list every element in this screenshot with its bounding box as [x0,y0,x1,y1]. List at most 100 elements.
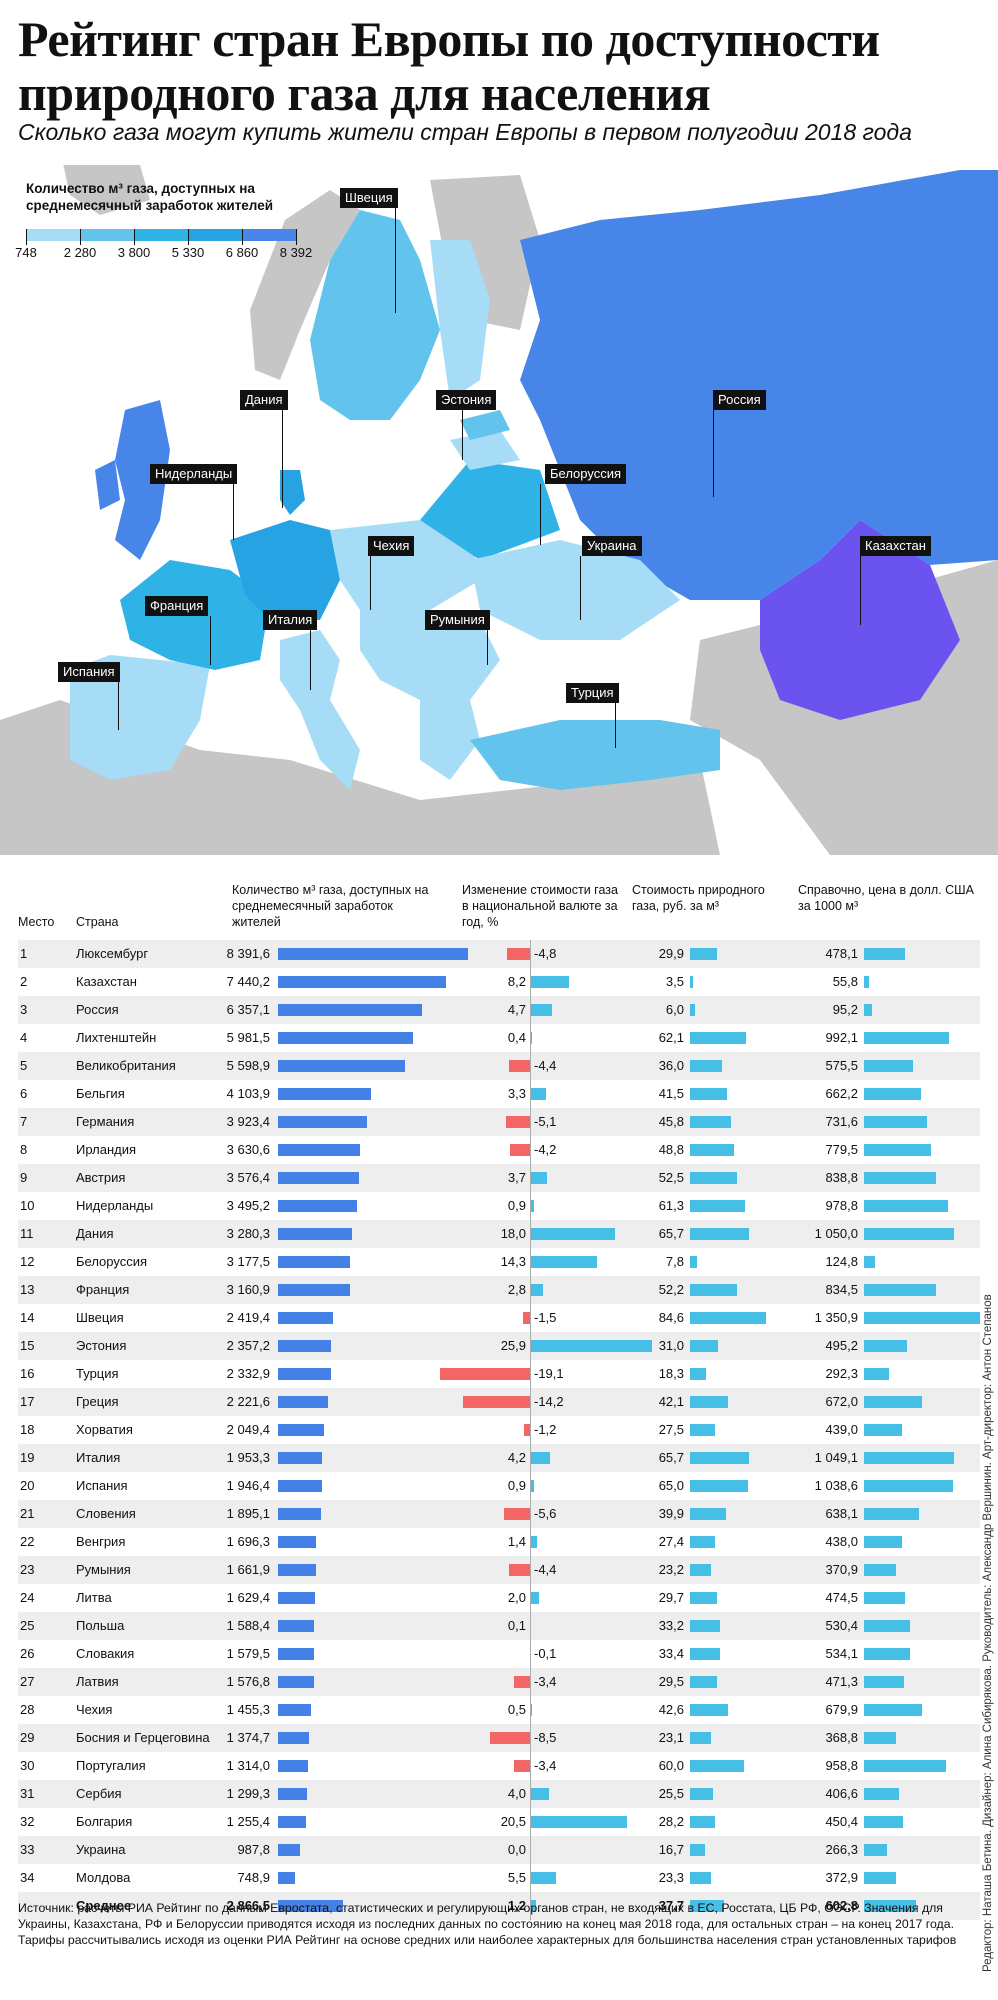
country-cell: Греция [76,1394,119,1409]
price-rub-value: 84,6 [658,1310,684,1325]
price-usd-value: 602,8 [825,1898,858,1913]
price-rub-value: 48,8 [658,1142,684,1157]
place-cell: 34 [20,1870,35,1885]
price-usd-bar [864,1368,890,1380]
change-bar-positive [530,1872,556,1884]
map-label-leader [282,410,283,508]
amount-value: 7 440,2 [226,974,270,989]
table-row: 13 Франция 3 160,9 2,8 52,2 834,5 [18,1276,980,1304]
change-value: 0,1 [507,1618,526,1633]
amount-bar [278,1116,367,1128]
price-rub-value: 60,0 [658,1758,684,1773]
price-rub-value: 33,2 [658,1618,684,1633]
change-bar-positive [530,1900,536,1912]
change-bar-positive [530,1816,627,1828]
map-label-leader [310,630,311,690]
country-cell: Венгрия [76,1534,126,1549]
map-label-leader [713,410,714,497]
price-rub-bar [690,1816,716,1828]
amount-bar [278,1900,343,1912]
price-rub-bar [690,976,694,988]
change-bar-positive [530,1284,544,1296]
change-value: 1,4 [507,1534,526,1549]
price-rub-bar [690,1564,711,1576]
price-rub-bar [690,1760,744,1772]
price-rub-bar [690,1676,717,1688]
price-usd-value: 370,9 [825,1562,858,1577]
price-usd-bar [864,1452,955,1464]
amount-value: 2 221,6 [226,1394,270,1409]
place-cell: 20 [20,1478,35,1493]
change-bar-positive [530,1788,549,1800]
price-usd-value: 406,6 [825,1786,858,1801]
map-label-leader [462,410,463,460]
table-row: 28 Чехия 1 455,3 0,5 42,6 679,9 [18,1696,980,1724]
amount-bar [278,1592,315,1604]
place-cell: 23 [20,1562,35,1577]
amount-bar [278,1284,350,1296]
place-cell: 26 [20,1646,35,1661]
amount-bar [278,1620,314,1632]
header-change: Изменение стоимости газа в национальной … [462,883,618,929]
change-bar-positive [530,1172,548,1184]
map-label: Нидерланды [150,464,238,484]
price-usd-value: 1 350,9 [814,1310,858,1325]
change-bar-positive [530,1088,546,1100]
amount-value: 1 696,3 [226,1534,270,1549]
place-cell: 19 [20,1450,35,1465]
amount-value: 3 495,2 [226,1198,270,1213]
price-rub-bar [690,1228,750,1240]
amount-value: 2 866,5 [226,1898,270,1913]
price-usd-value: 731,6 [825,1114,858,1129]
legend-segment [188,229,242,241]
price-usd-bar [864,1704,923,1716]
legend-segment [242,229,296,241]
country-cell: Португалия [76,1758,146,1773]
map-label: Румыния [425,610,490,630]
amount-bar [278,1816,307,1828]
price-usd-value: 672,0 [825,1394,858,1409]
amount-value: 1 661,9 [226,1562,270,1577]
place-cell: 8 [20,1142,28,1157]
amount-value: 1 588,4 [226,1618,270,1633]
price-usd-bar [864,1872,897,1884]
country-cell: Турция [76,1366,119,1381]
amount-bar [278,1200,358,1212]
price-rub-value: 3,5 [665,974,684,989]
price-rub-value: 45,8 [658,1114,684,1129]
price-rub-bar [690,1536,715,1548]
amount-bar [278,1872,295,1884]
map-label: Россия [713,390,766,410]
price-rub-bar [690,1060,723,1072]
amount-bar [278,1732,310,1744]
price-usd-bar [864,1536,902,1548]
table-row: 19 Италия 1 953,3 4,2 65,7 1 049,1 [18,1444,980,1472]
change-value: 4,7 [507,1002,526,1017]
place-cell: 27 [20,1674,35,1689]
price-usd-value: 95,2 [832,1002,858,1017]
country-cell: Украина [76,1842,126,1857]
price-rub-value: 65,0 [658,1478,684,1493]
price-usd-bar [864,1144,931,1156]
price-rub-value: 36,0 [658,1058,684,1073]
table-row: 30 Португалия 1 314,0 -3,4 60,0 958,8 [18,1752,980,1780]
price-rub-bar [690,1452,750,1464]
table-row: 27 Латвия 1 576,8 -3,4 29,5 471,3 [18,1668,980,1696]
price-usd-value: 292,3 [825,1366,858,1381]
change-value: 0,9 [507,1478,526,1493]
place-cell: 12 [20,1254,35,1269]
change-value: 25,9 [500,1338,526,1353]
amount-value: 2 357,2 [226,1338,270,1353]
country-cell: Швеция [76,1310,124,1325]
table-row: 33 Украина 987,8 0,0 16,7 266,3 [18,1836,980,1864]
legend-tick-label: 748 [15,245,37,260]
price-rub-value: 61,3 [658,1198,684,1213]
change-bar-positive [530,1452,550,1464]
map-label-leader [233,484,234,540]
price-usd-bar [864,948,906,960]
table-row: 21 Словения 1 895,1 -5,6 39,9 638,1 [18,1500,980,1528]
change-value: 4,2 [507,1450,526,1465]
price-usd-bar [864,1396,922,1408]
table-row: 6 Бельгия 4 103,9 3,3 41,5 662,2 [18,1080,980,1108]
amount-value: 1 946,4 [226,1478,270,1493]
